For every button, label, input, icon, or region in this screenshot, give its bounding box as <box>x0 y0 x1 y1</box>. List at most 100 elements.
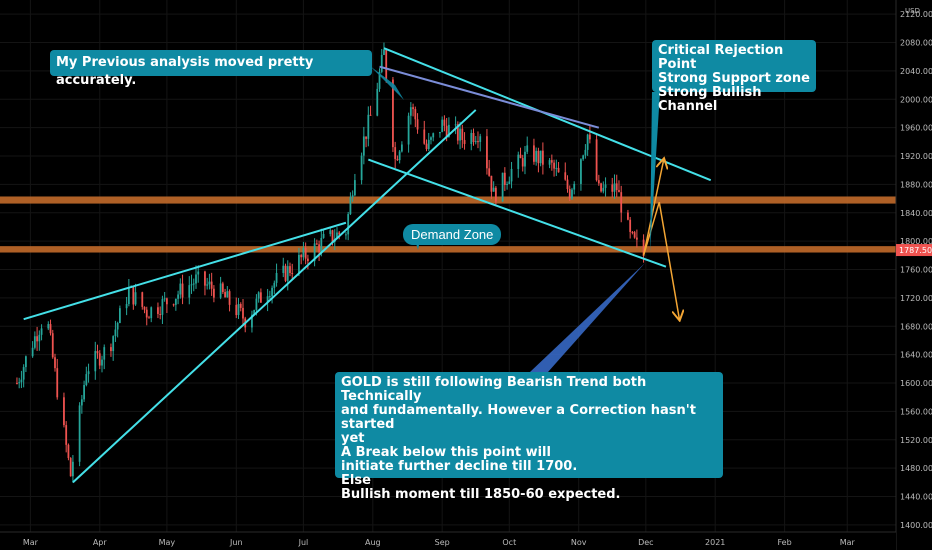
candle-body <box>611 184 614 192</box>
candle-body <box>51 333 54 358</box>
candle-body <box>157 307 159 314</box>
candle-body <box>445 125 448 137</box>
candle-body <box>430 137 432 140</box>
time-tick-label: Nov <box>571 538 587 547</box>
candle-body <box>141 292 144 307</box>
candle-body <box>521 158 524 167</box>
candle-body <box>425 143 428 150</box>
callout-pointer-previous <box>370 66 404 100</box>
price-tick-label: 1760.00 <box>900 266 932 275</box>
candle-body <box>463 140 466 144</box>
time-tick-label: Feb <box>778 538 792 547</box>
candle-body <box>456 124 459 141</box>
price-tick-label: 1840.00 <box>900 209 932 218</box>
candle-body <box>116 322 119 330</box>
candle-body <box>110 347 112 352</box>
price-tick-label: 1560.00 <box>900 407 932 416</box>
candle-body <box>409 107 412 116</box>
candle-body <box>163 298 166 300</box>
candle-body <box>459 128 461 141</box>
candle-body <box>571 189 573 199</box>
candle-body <box>300 254 303 258</box>
candle-body <box>586 134 589 150</box>
candle-body <box>349 197 352 215</box>
candle-body <box>631 231 634 233</box>
candle-body <box>642 239 645 256</box>
candle-body <box>537 150 540 164</box>
price-tick-label: 2000.00 <box>900 95 932 104</box>
candle-body <box>235 304 238 316</box>
price-tick-label: 1480.00 <box>900 464 932 473</box>
candle-body <box>56 368 59 398</box>
candle-body <box>400 144 403 152</box>
price-tick-label: 1920.00 <box>900 152 932 161</box>
candle-body <box>461 128 464 141</box>
callout-pointer-critical <box>650 92 660 252</box>
price-tick-label: 2080.00 <box>900 39 932 48</box>
candle-body <box>367 114 370 139</box>
price-tick-label: 1400.00 <box>900 521 932 530</box>
candle-body <box>501 172 504 202</box>
annotation-demand-zone[interactable]: Demand Zone <box>403 224 502 245</box>
candle-body <box>539 150 542 164</box>
annotation-previous-analysis[interactable]: My Previous analysis moved pretty accura… <box>50 50 372 88</box>
candle-body <box>454 124 457 126</box>
candle-body <box>470 132 473 144</box>
candle-body <box>112 336 115 352</box>
candle-body <box>22 367 25 380</box>
candle-body <box>275 273 278 283</box>
candle-body <box>555 167 558 169</box>
candle-body <box>432 133 435 138</box>
candle-body <box>286 266 289 281</box>
candle-body <box>360 155 363 181</box>
candle-body <box>298 254 300 274</box>
candle-body <box>492 187 495 192</box>
candle-body <box>380 54 383 72</box>
candle-body <box>423 129 426 144</box>
candle-body <box>347 214 350 235</box>
candle-body <box>588 134 591 140</box>
candle-body <box>568 189 571 199</box>
candle-body <box>580 159 582 184</box>
candle-body <box>329 230 332 234</box>
time-tick-label: Apr <box>93 538 108 547</box>
candle-body <box>221 283 224 293</box>
candle-body <box>519 154 522 159</box>
candle-body <box>322 233 325 238</box>
candle-body <box>526 145 529 152</box>
price-tick-label: 1720.00 <box>900 294 932 303</box>
time-tick-label: May <box>159 538 176 547</box>
candle-body <box>101 359 103 366</box>
candle-body <box>385 49 388 80</box>
candle-body <box>613 183 616 192</box>
candle-body <box>369 114 372 116</box>
candle-body <box>378 71 381 89</box>
candle-body <box>25 356 27 368</box>
price-tick-label: 1680.00 <box>900 322 932 331</box>
candle-body <box>143 306 146 310</box>
candle-body <box>159 313 162 315</box>
candle-body <box>351 195 354 198</box>
candle-body <box>620 192 623 213</box>
annotation-outlook[interactable]: GOLD is still following Bearish Trend bo… <box>335 372 723 502</box>
price-tick-label: 1640.00 <box>900 351 932 360</box>
candle-body <box>208 281 211 285</box>
candle-body <box>20 379 23 383</box>
trendline <box>379 65 600 129</box>
candle-body <box>204 271 206 286</box>
candle-body <box>392 79 394 148</box>
currency-label: USD <box>905 7 920 15</box>
candle-body <box>18 382 21 384</box>
candle-body <box>394 147 397 159</box>
price-axis: USD 1400.00 1440.00 1480.00 1520.00 1560.00 16… <box>895 0 932 550</box>
candle-body <box>179 283 182 295</box>
annotation-critical-rejection[interactable]: Critical Rejection Point Strong Support … <box>652 40 816 114</box>
candle-body <box>38 334 41 342</box>
time-axis: Mar Apr May Jun Jul Aug Sep Oct Nov Dec 2021 Feb Mar <box>0 531 896 550</box>
candle-body <box>474 141 477 143</box>
candle-body <box>336 232 338 239</box>
candle-body <box>259 292 262 303</box>
candle-body <box>273 282 276 288</box>
candle-body <box>165 298 168 305</box>
